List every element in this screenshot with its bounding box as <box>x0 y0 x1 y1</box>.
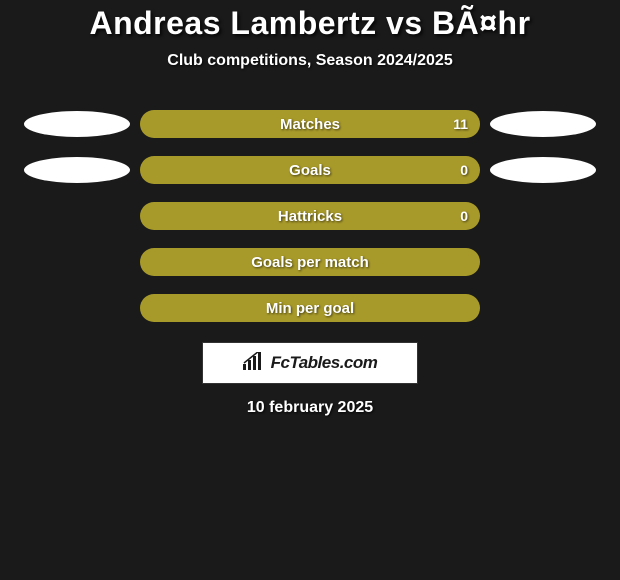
stat-label: Hattricks <box>278 208 342 225</box>
left-ellipse-icon <box>24 111 130 137</box>
stat-value: 11 <box>453 116 468 132</box>
stat-row-goals: Goals 0 <box>0 156 620 184</box>
stat-bar-min-per-goal: Min per goal <box>140 294 480 322</box>
left-placeholder <box>24 295 130 321</box>
stat-label: Goals per match <box>251 254 369 271</box>
logo-content: FcTables.com <box>243 352 378 375</box>
stat-bar-goals: Goals 0 <box>140 156 480 184</box>
right-ellipse-icon <box>490 157 596 183</box>
stat-row-matches: Matches 11 <box>0 110 620 138</box>
page-title: Andreas Lambertz vs BÃ¤hr <box>0 5 620 42</box>
stat-label: Min per goal <box>266 300 354 317</box>
stat-bar-goals-per-match: Goals per match <box>140 248 480 276</box>
stat-label: Goals <box>289 162 331 179</box>
subtitle: Club competitions, Season 2024/2025 <box>0 52 620 70</box>
logo-text: FcTables.com <box>271 353 378 373</box>
stats-section: Matches 11 Goals 0 Hattricks 0 Goal <box>0 110 620 322</box>
stat-value: 0 <box>460 208 468 224</box>
stat-bar-hattricks: Hattricks 0 <box>140 202 480 230</box>
stat-bar-matches: Matches 11 <box>140 110 480 138</box>
left-placeholder <box>24 203 130 229</box>
left-placeholder <box>24 249 130 275</box>
stat-value: 0 <box>460 162 468 178</box>
stat-label: Matches <box>280 116 340 133</box>
stat-row-min-per-goal: Min per goal <box>0 294 620 322</box>
chart-icon <box>243 352 265 375</box>
right-placeholder <box>490 249 596 275</box>
stat-row-hattricks: Hattricks 0 <box>0 202 620 230</box>
date-text: 10 february 2025 <box>0 399 620 417</box>
right-ellipse-icon <box>490 111 596 137</box>
stat-row-goals-per-match: Goals per match <box>0 248 620 276</box>
logo-box[interactable]: FcTables.com <box>202 342 418 384</box>
left-ellipse-icon <box>24 157 130 183</box>
right-placeholder <box>490 203 596 229</box>
right-placeholder <box>490 295 596 321</box>
main-container: Andreas Lambertz vs BÃ¤hr Club competiti… <box>0 0 620 417</box>
